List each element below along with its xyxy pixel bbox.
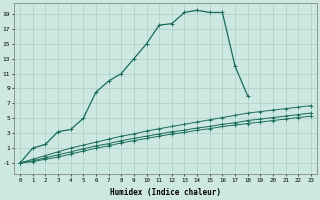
X-axis label: Humidex (Indice chaleur): Humidex (Indice chaleur) (110, 188, 221, 197)
